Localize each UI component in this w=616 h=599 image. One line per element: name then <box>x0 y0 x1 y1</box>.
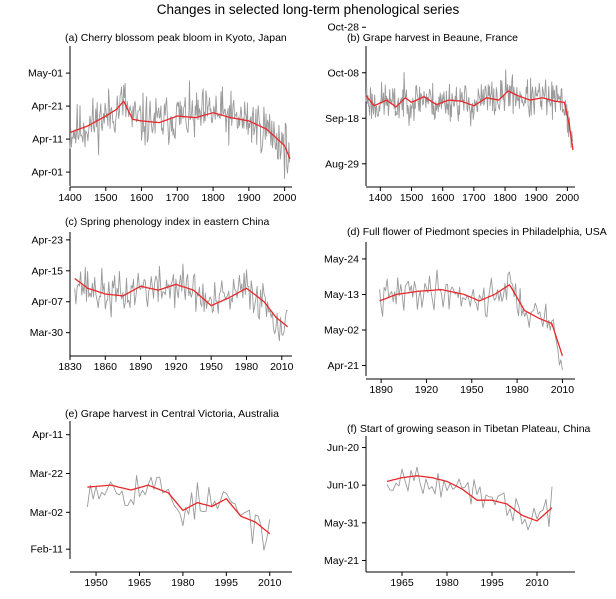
chart-title: (f) Start of growing season in Tibetan P… <box>347 423 591 435</box>
x-tick-label: 1950 <box>199 361 223 373</box>
x-tick-label: 1600 <box>431 192 455 204</box>
x-tick-label: 1890 <box>369 384 393 396</box>
figure-title: Changes in selected long-term phenologic… <box>156 2 460 17</box>
y-tick-label: May-13 <box>324 289 359 301</box>
x-tick-label: 1920 <box>164 361 188 373</box>
y-tick-label: May-21 <box>324 555 359 567</box>
smoothed-series-line <box>365 90 574 151</box>
x-tick-label: 2000 <box>556 192 580 204</box>
y-tick-label: May-01 <box>28 68 63 80</box>
y-tick-label: Feb-11 <box>31 544 64 556</box>
y-tick-label: Apr-11 <box>32 134 63 146</box>
x-tick-label: 2010 <box>525 577 549 589</box>
x-tick-label: 1500 <box>400 192 424 204</box>
y-tick-label: Apr-23 <box>31 234 63 246</box>
x-tick-label: 1900 <box>525 192 549 204</box>
x-tick-label: 1830 <box>58 361 82 373</box>
x-tick-label: 1995 <box>215 577 239 589</box>
y-tick-label: Oct-08 <box>327 67 359 79</box>
x-tick-label: 2010 <box>258 577 282 589</box>
smoothed-series-line <box>69 100 291 160</box>
y-tick-label: Apr-11 <box>32 429 63 441</box>
x-tick-label: 1950 <box>460 384 484 396</box>
y-tick-label: Apr-21 <box>31 101 63 113</box>
chart-title: (d) Full flower of Piedmont species in P… <box>347 226 607 238</box>
x-tick-label: 1700 <box>166 192 190 204</box>
x-tick-label: 1980 <box>171 577 195 589</box>
x-tick-label: 1800 <box>493 192 517 204</box>
x-tick-label: 1995 <box>480 577 504 589</box>
chart-panel-3: (d) Full flower of Piedmont species in P… <box>324 226 607 396</box>
smoothed-series-line <box>74 277 289 328</box>
y-tick-label: Mar-02 <box>30 507 63 519</box>
y-tick-label: Sep-18 <box>325 113 359 125</box>
x-tick-label: 1980 <box>505 384 529 396</box>
x-tick-label: 1900 <box>237 192 261 204</box>
chart-title: (b) Grape harvest in Beaune, France <box>347 32 518 44</box>
x-tick-label: 1400 <box>369 192 393 204</box>
y-tick-label: Mar-30 <box>30 327 63 339</box>
smoothed-series-line <box>87 484 271 535</box>
x-tick-label: 1980 <box>435 577 459 589</box>
annual-series-line <box>365 69 574 148</box>
x-tick-label: 1400 <box>58 192 82 204</box>
x-tick-label: 1800 <box>201 192 225 204</box>
x-tick-label: 1980 <box>235 361 259 373</box>
y-tick-label: May-31 <box>324 517 359 529</box>
y-tick-label: May-24 <box>324 253 359 265</box>
chart-panel-4: (e) Grape harvest in Central Victoria, A… <box>30 408 292 589</box>
annual-series-line <box>69 80 291 180</box>
y-tick-label: Apr-21 <box>327 360 359 372</box>
chart-panel-2: (c) Spring phenology index in eastern Ch… <box>30 216 294 373</box>
chart-title: (c) Spring phenology index in eastern Ch… <box>65 216 269 228</box>
x-tick-label: 1700 <box>462 192 486 204</box>
x-tick-label: 1890 <box>129 361 153 373</box>
chart-panel-5: (f) Start of growing season in Tibetan P… <box>324 423 591 589</box>
smoothed-series-line <box>386 475 553 522</box>
x-tick-label: 1965 <box>128 577 152 589</box>
annual-series-line <box>386 466 553 531</box>
y-tick-label: Jun-20 <box>327 442 359 454</box>
x-tick-label: 1920 <box>415 384 439 396</box>
x-tick-label: 1600 <box>130 192 154 204</box>
x-tick-label: 2010 <box>551 384 575 396</box>
x-tick-label: 1965 <box>390 577 414 589</box>
y-tick-label: Apr-15 <box>31 265 63 277</box>
smoothed-series-line <box>379 284 564 357</box>
annual-series-line <box>74 263 288 342</box>
x-tick-label: 1860 <box>94 361 118 373</box>
annual-series-line <box>379 269 563 371</box>
x-tick-label: 2010 <box>270 361 294 373</box>
y-tick-label: Aug-29 <box>325 158 359 170</box>
x-tick-label: 1500 <box>94 192 118 204</box>
chart-panel-0: (a) Cherry blossom peak bloom in Kyoto, … <box>28 32 296 204</box>
x-tick-label: 2000 <box>273 192 297 204</box>
chart-panel-1: (b) Grape harvest in Beaune, France Aug-2… <box>325 22 579 204</box>
y-tick-label: May-02 <box>324 325 359 337</box>
y-tick-label: Mar-22 <box>30 468 63 480</box>
y-tick-label: Oct-28 <box>327 22 359 34</box>
chart-title: (a) Cherry blossom peak bloom in Kyoto, … <box>65 32 287 44</box>
y-tick-label: Apr-01 <box>31 167 63 179</box>
y-tick-label: Apr-07 <box>31 296 63 308</box>
chart-title: (e) Grape harvest in Central Victoria, A… <box>65 408 279 420</box>
x-tick-label: 1950 <box>84 577 108 589</box>
y-tick-label: Jun-10 <box>327 480 359 492</box>
